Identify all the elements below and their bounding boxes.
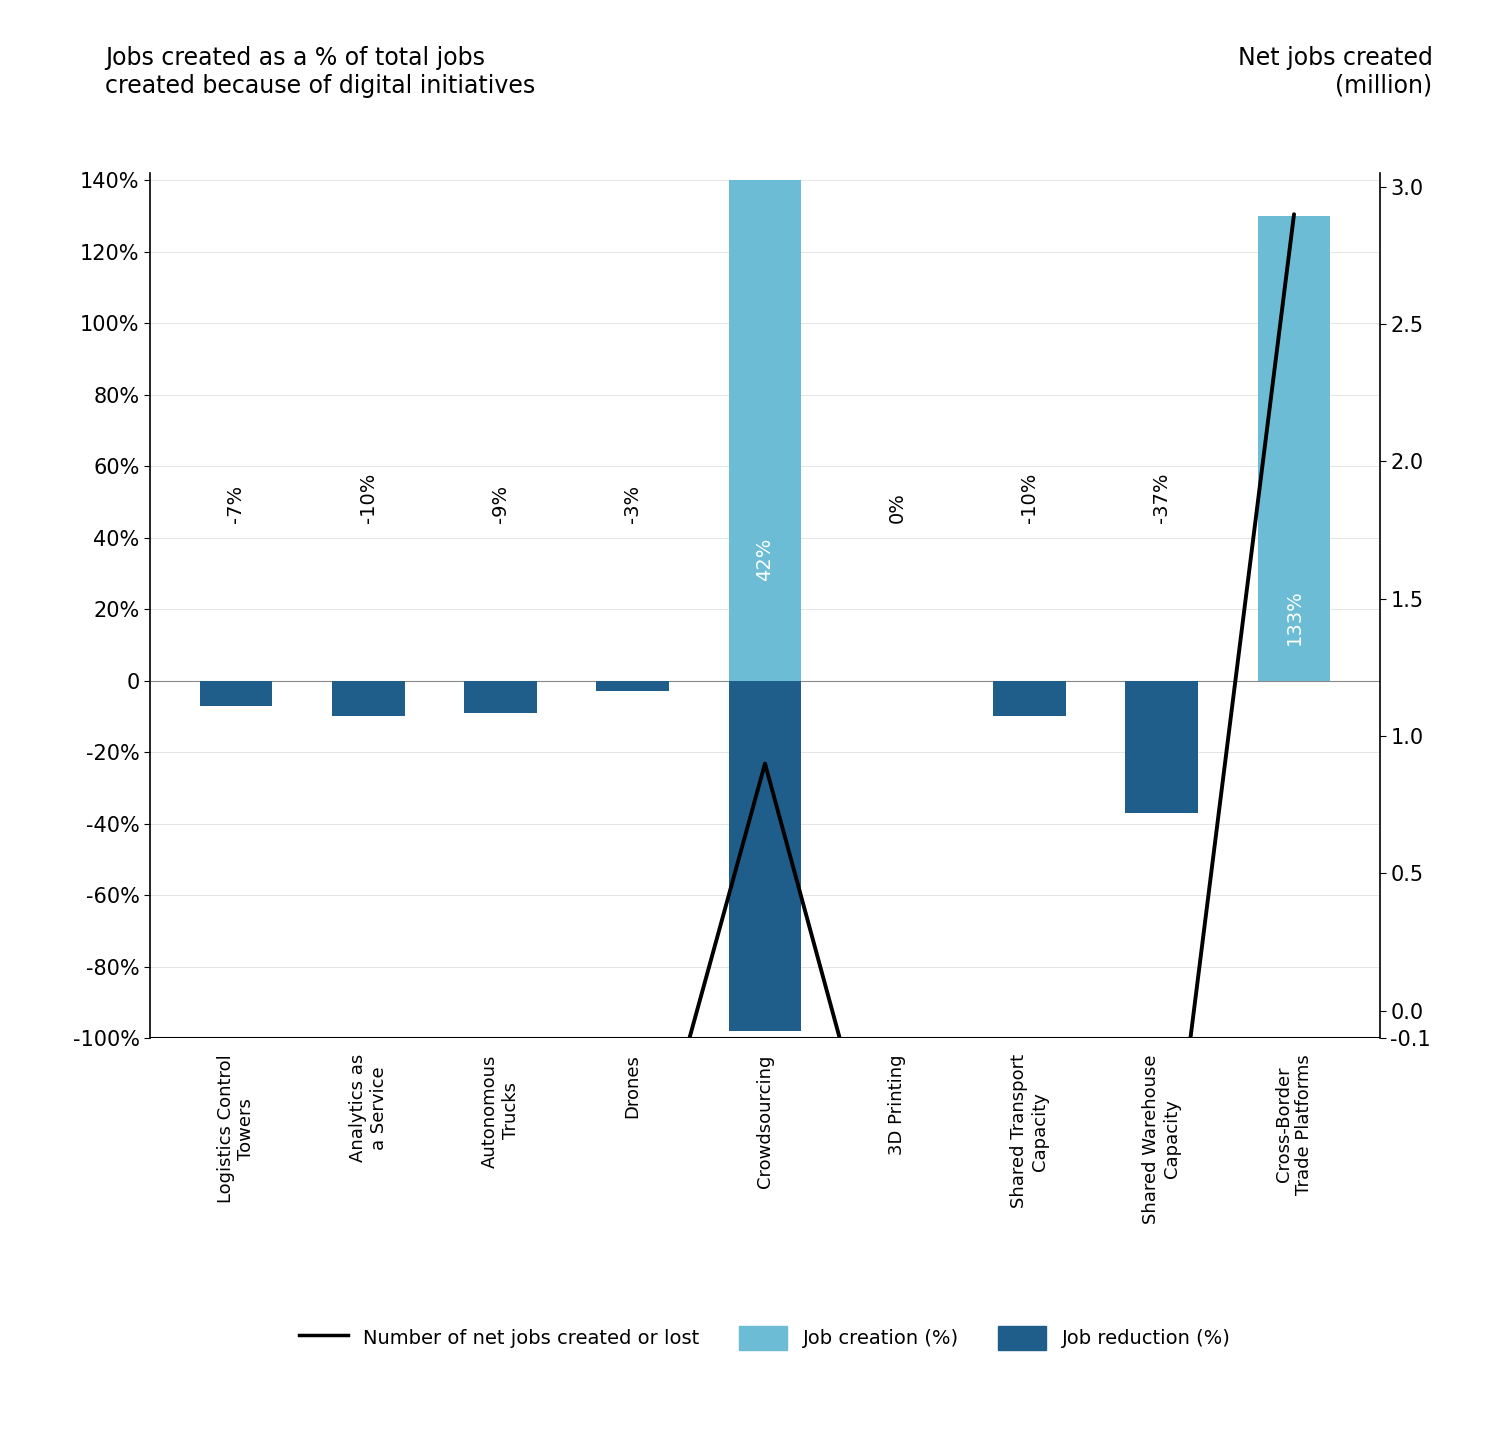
Text: 0%: 0% xyxy=(888,493,908,523)
Bar xyxy=(597,681,669,692)
Bar xyxy=(993,681,1066,717)
Legend: Number of net jobs created or lost, Job creation (%), Job reduction (%): Number of net jobs created or lost, Job … xyxy=(291,1318,1239,1357)
Text: -10%: -10% xyxy=(358,473,378,523)
Bar xyxy=(332,681,405,717)
Text: -3%: -3% xyxy=(622,486,642,523)
Bar xyxy=(1125,681,1198,813)
Bar xyxy=(200,681,273,705)
Text: -10%: -10% xyxy=(1020,473,1040,523)
Bar xyxy=(464,681,537,712)
Bar xyxy=(729,681,801,1031)
Bar xyxy=(729,180,801,681)
Bar xyxy=(597,681,669,692)
Text: -9%: -9% xyxy=(490,486,510,523)
Text: 42%: 42% xyxy=(756,538,774,581)
Bar xyxy=(1257,216,1330,681)
Text: Jobs created as a % of total jobs
created because of digital initiatives: Jobs created as a % of total jobs create… xyxy=(105,46,536,98)
Text: -7%: -7% xyxy=(226,486,246,523)
Bar xyxy=(332,681,405,717)
Text: Net jobs created
(million): Net jobs created (million) xyxy=(1238,46,1432,98)
Text: 133%: 133% xyxy=(1284,590,1304,645)
Text: -37%: -37% xyxy=(1152,473,1172,523)
Bar xyxy=(200,681,273,705)
Bar xyxy=(993,681,1066,717)
Bar xyxy=(464,681,537,712)
